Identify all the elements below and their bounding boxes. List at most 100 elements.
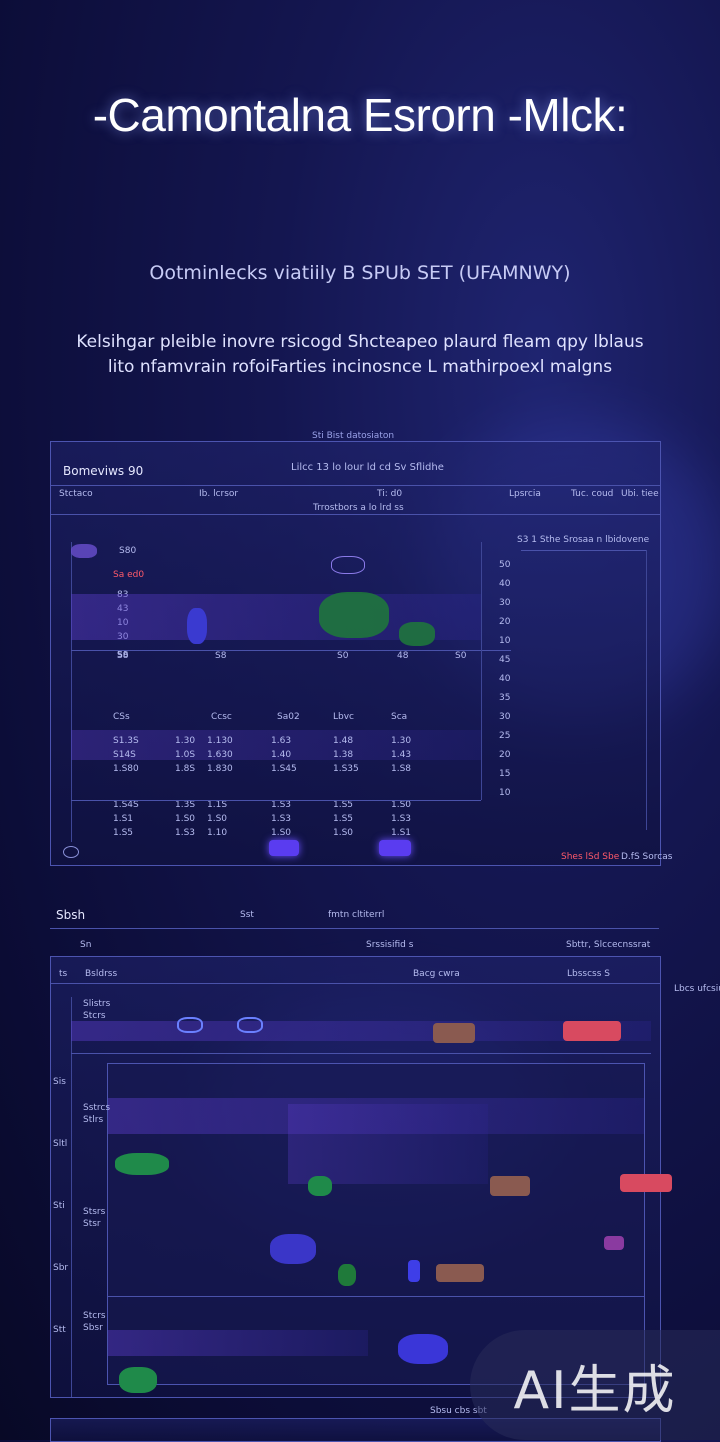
column-header[interactable]: Ib. lcrsor: [199, 489, 239, 499]
section-sublabel: Sbttr, Slccecnssrat: [566, 940, 651, 950]
column-header[interactable]: Lpsrcia: [509, 489, 541, 499]
table-cell: 1.10: [207, 828, 228, 838]
right-panel-label: S3 1 Sthe Srosaa n lbidovene: [517, 535, 650, 545]
thumbnail-tag[interactable]: [490, 1176, 530, 1196]
column-header[interactable]: Tuc. coud: [571, 489, 614, 499]
device-icon: [270, 1234, 316, 1264]
table-cell: 1.S5: [113, 828, 134, 838]
sidebar-item[interactable]: Sti: [53, 1201, 65, 1211]
column-header[interactable]: Bsldrss: [85, 969, 118, 979]
table-cell: 1.S0: [333, 828, 354, 838]
row-label: 83: [117, 590, 128, 600]
side-axis-tick: 50: [499, 560, 511, 570]
dashboard-panel-2: ts Bsldrss Bacg cwra Lbsscss S Slistrs St…: [50, 956, 672, 1398]
row-label: 43: [117, 604, 128, 614]
column-header[interactable]: Ti: d0: [377, 489, 403, 499]
green-blob-icon: [119, 1367, 157, 1393]
row-label[interactable]: Slistrs: [83, 999, 111, 1009]
thumbnail-tag[interactable]: [436, 1264, 484, 1282]
column-header[interactable]: Stctaco: [59, 489, 93, 499]
sidebar-item[interactable]: Sis: [53, 1077, 66, 1087]
action-button[interactable]: [379, 840, 411, 856]
bottom-caption: Sbsu cbs sbt: [430, 1406, 487, 1416]
eye-icon[interactable]: [177, 1017, 203, 1033]
description-line: lito nfamvrain rofoiFarties incinosnce L…: [107, 357, 613, 377]
sidebar-item[interactable]: Stt: [53, 1325, 66, 1335]
data-band: [71, 1021, 651, 1041]
action-button[interactable]: [269, 840, 299, 856]
divider: [71, 1053, 651, 1054]
axis-line: [481, 542, 482, 800]
ai-generated-watermark: AI生成: [470, 1330, 720, 1440]
side-axis-tick: 20: [499, 617, 511, 627]
row-label: Sa ed0: [113, 570, 145, 580]
table-cell: 1.S35: [333, 764, 359, 774]
table-cell: 1.S3: [271, 814, 292, 824]
table-cell: S1.3S: [113, 736, 139, 746]
divider: [51, 514, 660, 515]
table-cell: 1.38: [333, 750, 354, 760]
column-header[interactable]: ts: [59, 969, 68, 979]
table-cell: 1.S3: [271, 800, 292, 810]
divider: [521, 550, 646, 551]
row-label[interactable]: Stsrs: [83, 1207, 106, 1217]
row-label[interactable]: Sstrcs: [83, 1103, 111, 1113]
data-band: [71, 730, 481, 760]
axis-tick: S8: [117, 651, 129, 661]
table-cell: 1.630: [207, 750, 233, 760]
green-blob-icon: [115, 1153, 169, 1175]
row-sublabel: Stsr: [83, 1219, 101, 1229]
dashboard-center-heading: Lilcc 13 lo lour ld cd Sv Sflidhe: [291, 462, 444, 473]
device-icon: [398, 1334, 448, 1364]
row-sublabel: Stcrs: [83, 1011, 106, 1021]
table-header-cell: Sa02: [277, 712, 300, 722]
divider: [51, 485, 660, 486]
section-sublabel: Sn: [80, 940, 92, 950]
dashboard-panel: Bomeviws 90 Lilcc 13 lo lour ld cd Sv Sf…: [50, 441, 672, 866]
sidebar-item[interactable]: Sbr: [53, 1263, 69, 1273]
table-cell: 1.S5: [333, 814, 354, 824]
green-blob-icon: [338, 1264, 356, 1286]
table-cell: 1.43: [391, 750, 412, 760]
table-cell: 1.S0: [271, 828, 292, 838]
red-action-button[interactable]: [620, 1174, 672, 1192]
divider: [50, 928, 659, 929]
table-cell: 1.3S: [175, 800, 196, 810]
section-label: Sst: [240, 910, 254, 920]
table-cell: 1.63: [271, 736, 292, 746]
side-axis-tick: 40: [499, 674, 511, 684]
page-subtitle: Ootminlecks viatiily B SPUb SET (UFAMNWY…: [149, 262, 571, 284]
bar-icon: [408, 1260, 420, 1282]
dashboard-caption: Sti Bist datosiaton: [312, 431, 395, 441]
column-header[interactable]: Lbsscss S: [567, 969, 611, 979]
dashboard-heading: Bomeviws 90: [63, 464, 144, 478]
table-header-cell: CSs: [113, 712, 130, 722]
sidebar-divider: [71, 997, 72, 1397]
axis-line: [71, 542, 72, 842]
red-action-button[interactable]: [563, 1021, 621, 1041]
sidebar-item[interactable]: Sltl: [53, 1139, 68, 1149]
divider: [51, 983, 660, 984]
thumbnail-tag[interactable]: [433, 1023, 475, 1043]
page-description: Kelsihgar pleible inovre rsicogd Shcteap…: [60, 330, 660, 380]
side-axis-tick: 30: [499, 712, 511, 722]
column-header[interactable]: Ubi. tiee: [621, 489, 659, 499]
table-cell: 1.S0: [391, 800, 412, 810]
table-cell: 1.8S: [175, 764, 196, 774]
data-band: [108, 1330, 368, 1356]
side-axis-tick: 20: [499, 750, 511, 760]
eye-icon[interactable]: [237, 1017, 263, 1033]
row-label: 30: [117, 632, 128, 642]
column-header[interactable]: Bacg cwra: [413, 969, 460, 979]
green-blob-icon: [399, 622, 435, 646]
table-cell: 1.40: [271, 750, 292, 760]
row-label: S80: [119, 546, 137, 556]
table-cell: 1.S1: [391, 828, 412, 838]
row-label[interactable]: Stcrs: [83, 1311, 106, 1321]
divider: [108, 1296, 644, 1297]
side-axis-tick: 35: [499, 693, 511, 703]
row-sublabel: Sbsr: [83, 1323, 103, 1333]
inner-panel: [107, 1063, 672, 1385]
table-cell: 1.30: [175, 736, 196, 746]
axis-tick: 48: [397, 651, 409, 661]
